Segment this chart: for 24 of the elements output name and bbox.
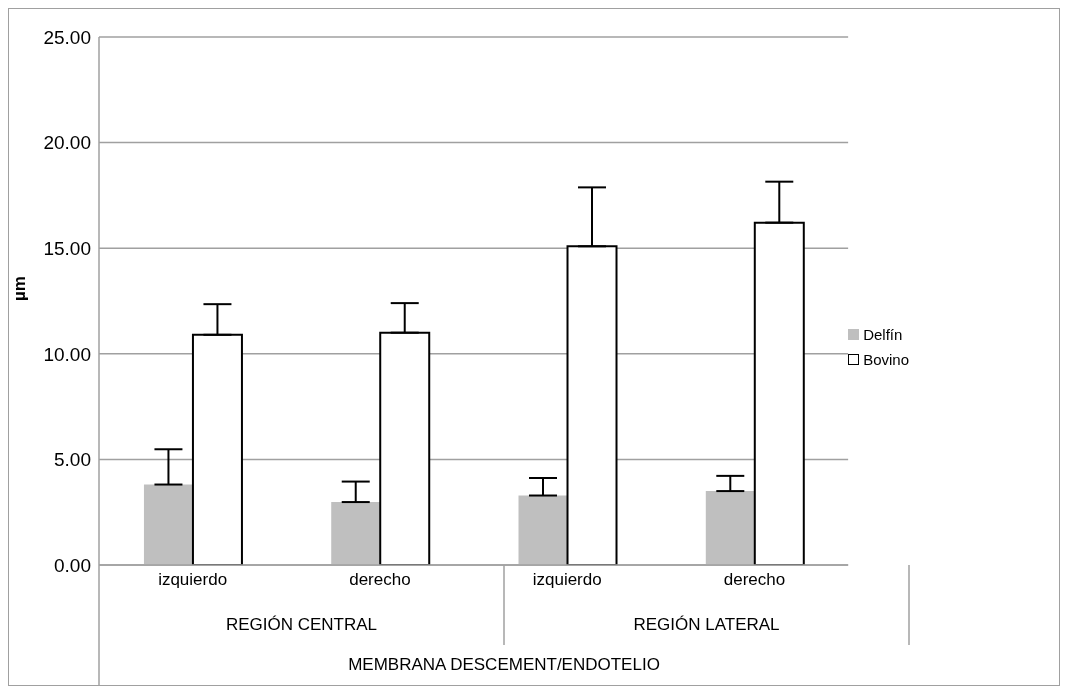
x-tick-label: derecho	[723, 570, 786, 590]
legend-label: Delfín	[863, 326, 903, 343]
bar	[143, 484, 193, 565]
bar	[331, 502, 381, 565]
text: REGIÓN LATERAL	[633, 615, 780, 634]
y-tick-label: 15.00	[43, 237, 91, 259]
bar	[753, 221, 805, 565]
bar	[191, 333, 243, 565]
y-tick-label: 5.00	[54, 449, 91, 471]
x-tick-label: izquierdo	[532, 570, 602, 590]
bar	[379, 331, 431, 565]
y-tick-label: 0.00	[54, 554, 91, 576]
y-tick-label: 20.00	[43, 132, 91, 154]
y-tick-label: 10.00	[43, 343, 91, 365]
y-axis-title: µm	[10, 276, 30, 301]
bar	[518, 495, 568, 565]
legend-label: Bovino	[863, 351, 909, 368]
bar	[705, 491, 755, 565]
x-tick-label: derecho	[349, 570, 411, 590]
y-tick-label: 25.00	[43, 26, 91, 48]
text: REGIÓN CENTRAL	[225, 615, 378, 634]
bar	[566, 245, 618, 565]
x-axis-title: MEMBRANA DESCEMENT/ENDOTELIO	[348, 655, 660, 674]
x-tick-label: izquierdo	[158, 570, 228, 590]
